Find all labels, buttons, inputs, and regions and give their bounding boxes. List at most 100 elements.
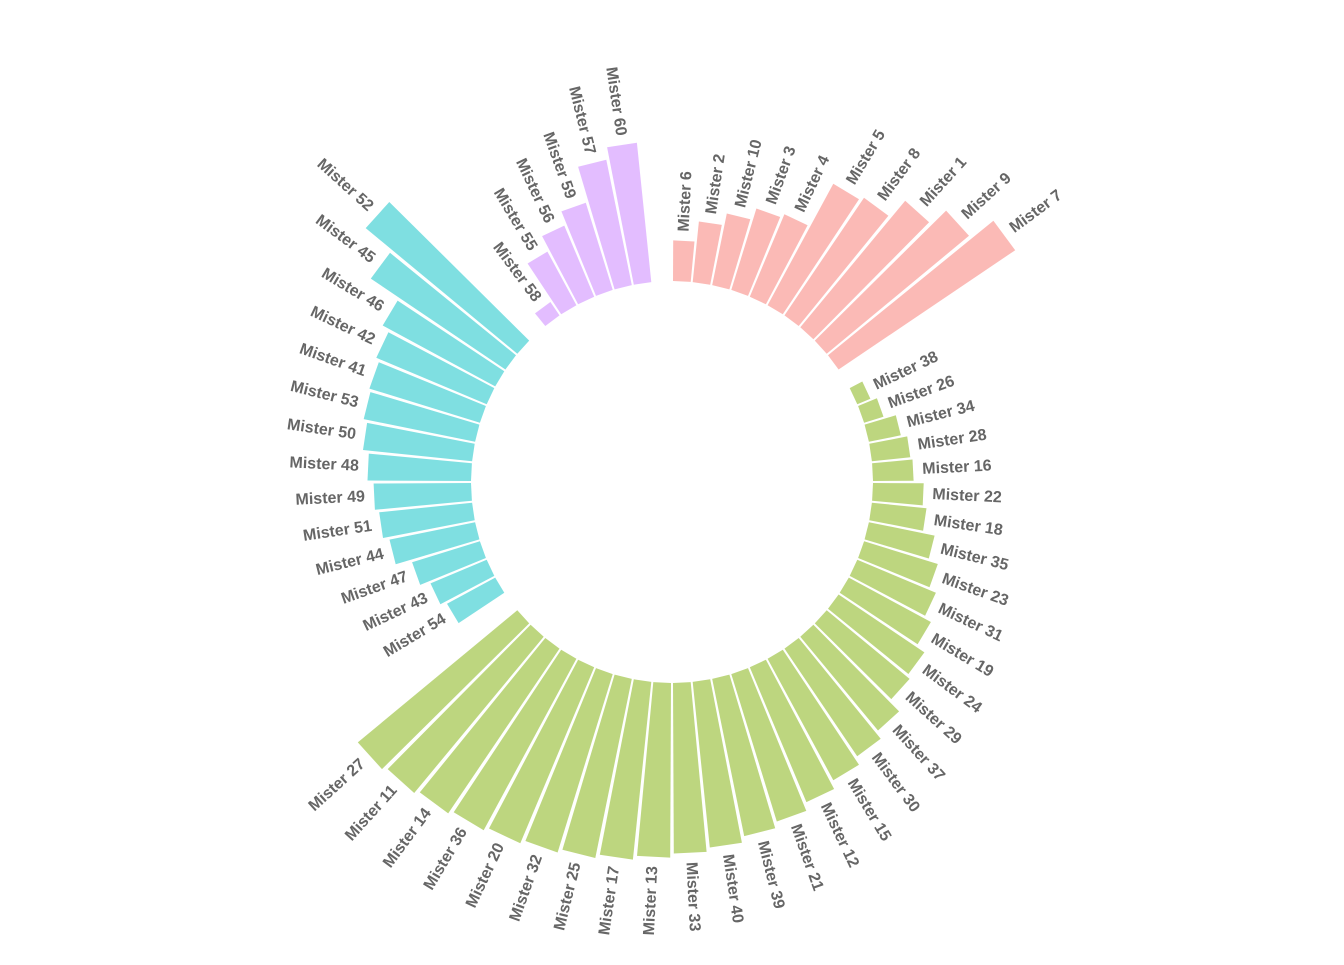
bar-mister-47 xyxy=(412,541,486,585)
bar-mister-39 xyxy=(712,674,776,837)
bar-mister-32 xyxy=(525,668,613,853)
bar-mister-55 xyxy=(527,251,577,315)
bar-label: Mister 52 xyxy=(314,156,377,215)
bar-label: Mister 8 xyxy=(875,145,925,204)
bar-mister-2 xyxy=(692,221,722,285)
bar-mister-10 xyxy=(712,213,751,290)
bar-mister-35 xyxy=(864,522,935,559)
bar-label: Mister 10 xyxy=(732,138,765,210)
bar-mister-19 xyxy=(839,577,931,645)
bar-mister-51 xyxy=(379,502,475,538)
bar-mister-11 xyxy=(387,624,544,793)
bar-mister-16 xyxy=(872,459,914,481)
bar-mister-25 xyxy=(562,674,632,858)
bar-mister-29 xyxy=(814,610,910,700)
bar-mister-5 xyxy=(767,183,859,315)
bar-mister-21 xyxy=(731,668,807,822)
bar-label: Mister 57 xyxy=(565,85,598,157)
bar-label: Mister 21 xyxy=(787,822,826,893)
bar-mister-46 xyxy=(382,300,505,387)
bar-mister-26 xyxy=(858,398,884,423)
bar-mister-23 xyxy=(858,541,938,588)
bar-mister-40 xyxy=(692,679,742,848)
bar-mister-50 xyxy=(363,422,475,462)
bar-mister-3 xyxy=(731,208,781,296)
bar-mister-15 xyxy=(767,649,859,781)
bar-mister-27 xyxy=(357,610,530,770)
bar-label: Mister 28 xyxy=(917,427,988,454)
bar-mister-18 xyxy=(869,502,927,531)
bar-label: Mister 60 xyxy=(602,66,629,137)
bar-label: Mister 59 xyxy=(539,130,578,201)
bar-mister-57 xyxy=(578,159,632,290)
bar-mister-28 xyxy=(869,436,911,462)
bar-label: Mister 40 xyxy=(719,853,746,924)
bar-mister-48 xyxy=(367,453,472,481)
bar-mister-31 xyxy=(849,559,936,616)
bar-label: Mister 36 xyxy=(421,825,471,893)
bar-label: Mister 7 xyxy=(1007,187,1066,237)
bar-label: Mister 25 xyxy=(551,861,584,933)
bar-mister-38 xyxy=(849,381,871,405)
bar-label: Mister 42 xyxy=(308,303,378,348)
bar-mister-8 xyxy=(784,197,889,326)
bar-label: Mister 16 xyxy=(922,458,992,478)
bar-label: Mister 45 xyxy=(312,212,378,267)
bar-mister-59 xyxy=(561,202,613,296)
bar-label: Mister 33 xyxy=(682,862,702,932)
bar-label: Mister 44 xyxy=(314,546,386,579)
bar-label: Mister 6 xyxy=(676,171,696,232)
bar-mister-12 xyxy=(749,659,835,803)
bar-mister-56 xyxy=(542,225,595,305)
bar-mister-42 xyxy=(376,332,495,405)
bar-mister-9 xyxy=(814,210,969,354)
bar-mister-53 xyxy=(363,392,480,442)
bar-label: Mister 12 xyxy=(817,800,862,870)
bar-mister-13 xyxy=(637,682,671,858)
bar-label: Mister 1 xyxy=(917,154,970,210)
bar-label: Mister 5 xyxy=(843,127,889,188)
bar-label: Mister 39 xyxy=(754,839,787,911)
bar-mister-1 xyxy=(800,200,930,340)
bar-label: Mister 35 xyxy=(939,541,1011,574)
bar-label: Mister 32 xyxy=(507,853,546,924)
bar-label: Mister 50 xyxy=(286,416,357,443)
bar-label: Mister 11 xyxy=(342,782,401,844)
bar-mister-60 xyxy=(607,142,652,285)
bar-mister-45 xyxy=(370,252,516,370)
bar-mister-44 xyxy=(389,522,480,565)
bar-label: Mister 41 xyxy=(297,341,368,380)
bar-mister-30 xyxy=(784,638,881,757)
bar-label: Mister 13 xyxy=(641,866,661,936)
bars-layer xyxy=(357,142,1016,860)
bar-mister-17 xyxy=(599,679,652,860)
bar-label: Mister 15 xyxy=(844,776,894,844)
bar-mister-37 xyxy=(800,624,900,731)
bar-label: Mister 22 xyxy=(932,486,1002,506)
bar-mister-20 xyxy=(489,659,595,844)
bar-label: Mister 9 xyxy=(959,170,1015,223)
bar-label: Mister 49 xyxy=(295,488,365,508)
bar-mister-36 xyxy=(453,649,577,831)
bar-label: Mister 14 xyxy=(380,805,435,871)
bar-mister-54 xyxy=(447,577,505,624)
bar-label: Mister 51 xyxy=(302,518,373,545)
bar-label: Mister 27 xyxy=(306,756,369,815)
bar-label: Mister 48 xyxy=(289,454,359,474)
bar-mister-24 xyxy=(828,594,925,674)
bar-label: Mister 17 xyxy=(596,865,623,936)
bar-label: Mister 3 xyxy=(763,144,799,207)
bar-mister-33 xyxy=(673,682,707,854)
bar-mister-14 xyxy=(419,638,560,814)
bar-label: Mister 18 xyxy=(933,512,1004,539)
bar-mister-6 xyxy=(673,240,695,282)
bar-mister-22 xyxy=(872,483,924,506)
bar-mister-7 xyxy=(828,220,1016,370)
bar-mister-4 xyxy=(749,214,808,305)
bar-mister-41 xyxy=(369,362,486,423)
bar-label: Mister 53 xyxy=(289,378,361,411)
bar-mister-43 xyxy=(430,559,495,605)
bar-label: Mister 20 xyxy=(463,840,508,910)
